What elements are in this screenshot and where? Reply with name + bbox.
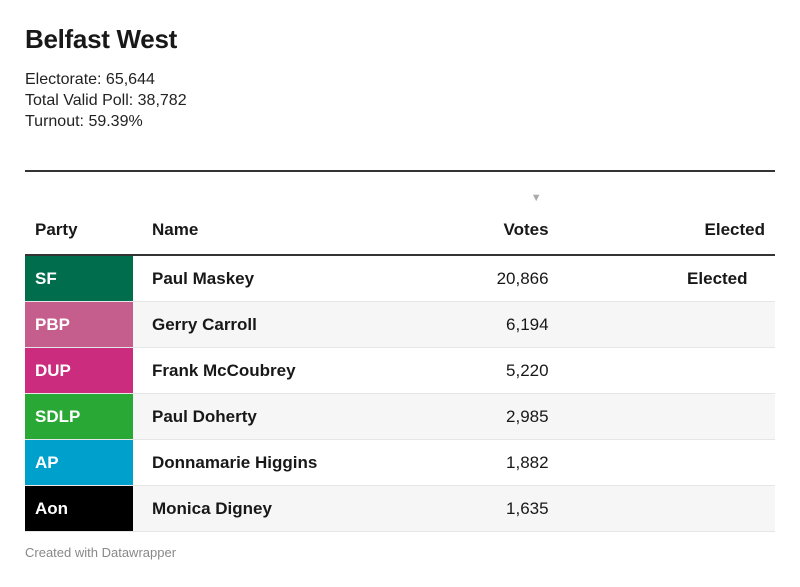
name-cell: Frank McCoubrey xyxy=(133,347,412,394)
electorate: Electorate: 65,644 xyxy=(25,71,155,88)
votes-cell: 20,866 xyxy=(411,255,660,302)
votes-cell: 5,220 xyxy=(411,347,660,394)
triangle-down-icon: ▼ xyxy=(530,192,542,204)
votes-cell: 6,194 xyxy=(411,301,660,348)
elected-cell xyxy=(659,393,775,440)
elected-cell xyxy=(659,439,775,486)
table-row: Aon Monica Digney 1,635 xyxy=(25,485,775,532)
stats: Electorate: 65,644 Total Valid Poll: 38,… xyxy=(25,69,187,132)
votes-cell: 1,882 xyxy=(411,439,660,486)
elected-cell xyxy=(659,301,775,348)
header-votes[interactable]: ▼ Votes xyxy=(411,172,660,256)
header-votes-label: Votes xyxy=(503,220,549,239)
name-cell: Monica Digney xyxy=(133,485,412,532)
party-cell: DUP xyxy=(25,347,133,394)
header-elected[interactable]: Elected xyxy=(659,172,775,256)
party-cell: SF xyxy=(25,255,133,302)
elected-cell xyxy=(659,485,775,532)
header-name[interactable]: Name xyxy=(133,172,412,256)
name-cell: Paul Doherty xyxy=(133,393,412,440)
header-party[interactable]: Party xyxy=(25,172,133,256)
votes-cell: 2,985 xyxy=(411,393,660,440)
page-title: Belfast West xyxy=(25,24,177,54)
table-row: SDLP Paul Doherty 2,985 xyxy=(25,393,775,440)
turnout: Turnout: 59.39% xyxy=(25,113,143,130)
name-cell: Paul Maskey xyxy=(133,255,412,302)
elected-cell xyxy=(659,347,775,394)
table-row: AP Donnamarie Higgins 1,882 xyxy=(25,439,775,486)
total-valid-poll: Total Valid Poll: 38,782 xyxy=(25,92,187,109)
table-row: SF Paul Maskey 20,866 Elected xyxy=(25,255,775,302)
table-row: PBP Gerry Carroll 6,194 xyxy=(25,301,775,348)
party-cell: AP xyxy=(25,439,133,486)
name-cell: Donnamarie Higgins xyxy=(133,439,412,486)
name-cell: Gerry Carroll xyxy=(133,301,412,348)
divider xyxy=(25,170,775,172)
footer-credit: Created with Datawrapper xyxy=(25,545,177,560)
table-row: DUP Frank McCoubrey 5,220 xyxy=(25,347,775,394)
party-cell: SDLP xyxy=(25,393,133,440)
party-cell: Aon xyxy=(25,485,133,532)
results-table: Party Name ▼ Votes Elected SF Paul Maskey 2… xyxy=(25,172,775,532)
party-cell: PBP xyxy=(25,301,133,348)
elected-cell: Elected xyxy=(659,255,775,302)
votes-cell: 1,635 xyxy=(411,485,660,532)
